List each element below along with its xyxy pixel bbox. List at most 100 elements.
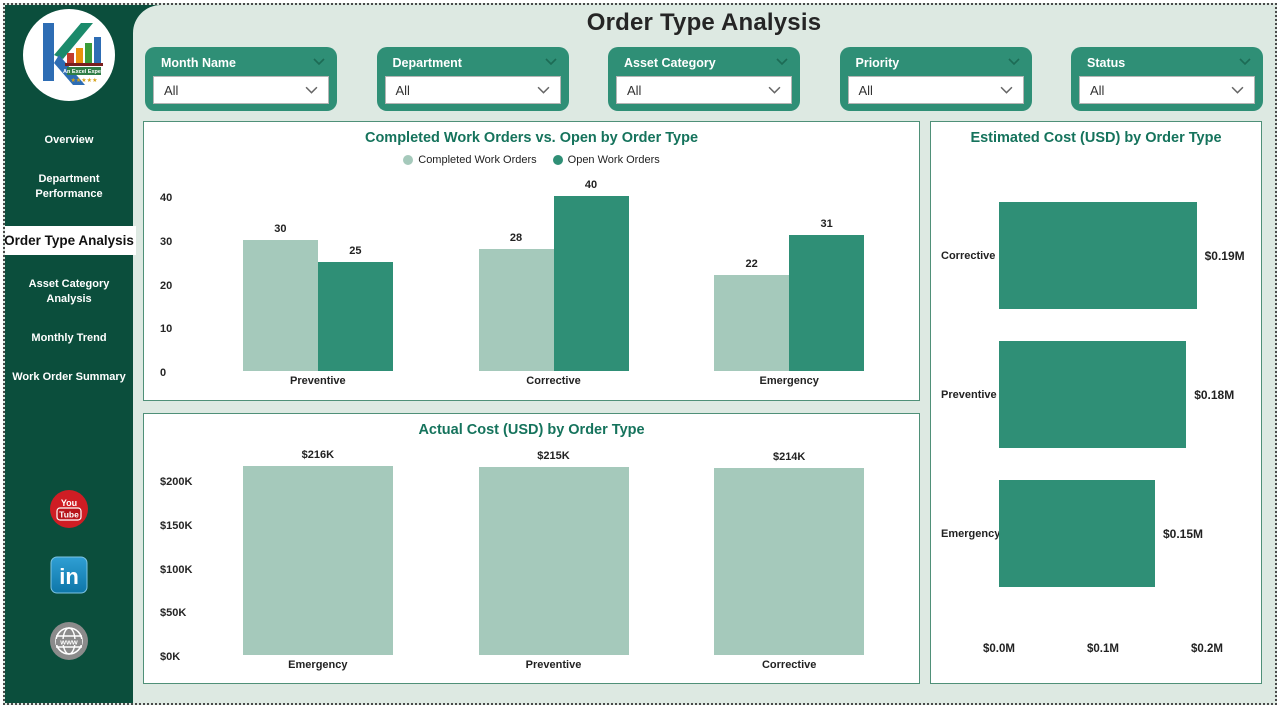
data-label: $0.18M <box>1194 387 1235 402</box>
slicer-dropdown[interactable]: All <box>384 76 561 104</box>
bar-preventive[interactable] <box>999 341 1187 448</box>
legend-dot <box>552 155 563 165</box>
data-label: $215K <box>537 449 570 462</box>
filter-bar: Month Name All Department All Asset Cate… <box>145 47 1263 111</box>
slicer-status[interactable]: Status All <box>1071 47 1263 111</box>
sidebar-item-monthly-trend[interactable]: Monthly Trend <box>31 332 107 344</box>
x-axis-tick: $0.1M <box>1087 643 1119 655</box>
y-axis-tick: 30 <box>160 235 173 248</box>
sidebar: An Excel Expert ★★★★★ Overview Departmen… <box>5 5 136 703</box>
chevron-down-icon <box>768 86 781 94</box>
y-axis-tick: 10 <box>160 323 173 336</box>
bar-open-work-orders-preventive[interactable]: 25 <box>317 245 393 371</box>
chevron-down-icon <box>305 86 318 94</box>
sidebar-item-asset-category-analysis[interactable]: Asset Category Analysis <box>28 278 110 305</box>
category-label: Emergency <box>288 659 348 671</box>
slicer-label: Department <box>392 56 462 70</box>
slicer-dropdown[interactable]: All <box>616 76 792 104</box>
y-axis-tick: 20 <box>160 279 173 292</box>
slicer-dropdown[interactable]: All <box>1079 76 1255 104</box>
data-label: $0.15M <box>1163 526 1204 541</box>
youtube-icon[interactable]: You Tube <box>49 489 89 529</box>
legend-dot <box>403 155 414 165</box>
bar-open-work-orders-corrective[interactable]: 40 <box>553 179 629 371</box>
slicer-value: All <box>164 82 179 98</box>
bars: $215K <box>478 450 629 655</box>
slicer-label: Status <box>1087 56 1126 70</box>
y-axis-tick: $150K <box>160 519 193 532</box>
bar-corrective[interactable] <box>999 202 1197 309</box>
slicer-label: Asset Category <box>624 56 716 70</box>
bar-completed-work-orders-corrective[interactable]: 28 <box>478 232 554 371</box>
category-label: Corrective <box>941 249 996 262</box>
sidebar-item-work-order-summary[interactable]: Work Order Summary <box>12 371 126 383</box>
slicer-dropdown[interactable]: All <box>153 76 329 104</box>
sidebar-item-department-performance[interactable]: Department Performance <box>35 173 103 200</box>
x-axis-tick: $0.0M <box>983 643 1015 655</box>
data-label: $214K <box>772 450 806 463</box>
chevron-down-icon[interactable] <box>544 58 557 66</box>
report-page: Order Type Analysis Month Name All Depar… <box>133 5 1275 703</box>
x-axis-tick: $0.2M <box>1191 643 1223 655</box>
y-axis: 0 10 20 30 40 <box>158 192 200 379</box>
data-label: 40 <box>584 179 598 191</box>
plot-area: $216K Emergency $215K Preventive $214K Correc… <box>200 449 907 677</box>
category-label: Preventive <box>941 388 997 401</box>
chevron-down-icon[interactable] <box>1239 58 1251 66</box>
chart-title: Completed Work Orders vs. Open by Order … <box>364 130 699 146</box>
bar-row-corrective: Corrective $0.19M <box>941 186 1255 325</box>
y-axis: $0K $50K $100K $150K $200K <box>158 476 200 663</box>
legend-item-completed[interactable]: Completed Work Orders <box>403 154 537 166</box>
chart-completed-vs-open: Completed Work Orders vs. Open by Order … <box>143 121 920 401</box>
category-label: Preventive <box>290 375 346 387</box>
sidebar-nav: Overview Department Performance Order Ty… <box>5 133 136 409</box>
bars: $216K <box>242 449 393 655</box>
legend-item-open[interactable]: Open Work Orders <box>552 154 660 166</box>
bar-emergency[interactable] <box>999 480 1155 587</box>
category-label: Corrective <box>526 375 581 387</box>
chart-title: Estimated Cost (USD) by Order Type <box>970 130 1222 146</box>
bar-open-work-orders-emergency[interactable]: 31 <box>789 218 865 371</box>
slicer-priority[interactable]: Priority All <box>839 47 1032 111</box>
slicer-month-name[interactable]: Month Name All <box>145 47 337 111</box>
bar-corrective[interactable]: $214K <box>714 451 865 655</box>
bars: 22 31 <box>714 196 865 371</box>
social-links: You Tube in www <box>49 489 89 661</box>
data-label: 22 <box>745 257 758 270</box>
bar-group-emergency: $216K Emergency <box>200 449 436 677</box>
bar-row-preventive: Preventive $0.18M <box>941 325 1255 464</box>
slicer-asset-category[interactable]: Asset Category All <box>608 47 800 111</box>
bar-row-emergency: Emergency $0.15M <box>941 464 1255 603</box>
svg-text:www: www <box>59 638 78 647</box>
y-axis-tick: $200K <box>160 476 193 488</box>
bar-completed-work-orders-preventive[interactable]: 30 <box>242 223 318 371</box>
chart-legend: Completed Work Orders Open Work Orders <box>144 154 919 166</box>
bar-group-emergency: 22 31 Emergency <box>671 196 907 393</box>
chevron-down-icon[interactable] <box>776 58 788 66</box>
bar-emergency[interactable]: $216K <box>242 449 393 655</box>
chevron-down-icon[interactable] <box>1007 58 1020 66</box>
page-title: Order Type Analysis <box>586 9 822 36</box>
slicer-value: All <box>858 82 873 98</box>
plot-area: Corrective $0.19M Preventive $0.18M Emergenc… <box>941 186 1255 603</box>
bar-completed-work-orders-emergency[interactable]: 22 <box>714 258 790 371</box>
slicer-label: Priority <box>855 56 900 70</box>
bar-preventive[interactable]: $215K <box>478 450 629 655</box>
bar-group-corrective: 28 40 Corrective <box>436 179 672 393</box>
slicer-department[interactable]: Department All <box>376 47 569 111</box>
sidebar-item-overview[interactable]: Overview <box>44 134 94 146</box>
category-label: Emergency <box>941 527 1001 540</box>
sidebar-item-order-type-analysis[interactable]: Order Type Analysis <box>5 226 136 255</box>
slicer-dropdown[interactable]: All <box>847 76 1024 104</box>
chevron-down-icon[interactable] <box>313 58 325 66</box>
slicer-value: All <box>627 82 642 98</box>
report-canvas: An Excel Expert ★★★★★ Overview Departmen… <box>3 3 1277 705</box>
data-label: 30 <box>274 222 287 235</box>
y-axis-tick: $50K <box>160 607 187 620</box>
website-globe-icon[interactable]: www <box>49 621 89 661</box>
logo-text: An Excel Expert <box>63 69 105 75</box>
linkedin-icon[interactable]: in <box>49 555 89 595</box>
data-label: 28 <box>509 231 523 244</box>
bars: 30 25 <box>242 196 393 371</box>
x-axis: $0.0M $0.1M $0.2M <box>983 643 1261 661</box>
